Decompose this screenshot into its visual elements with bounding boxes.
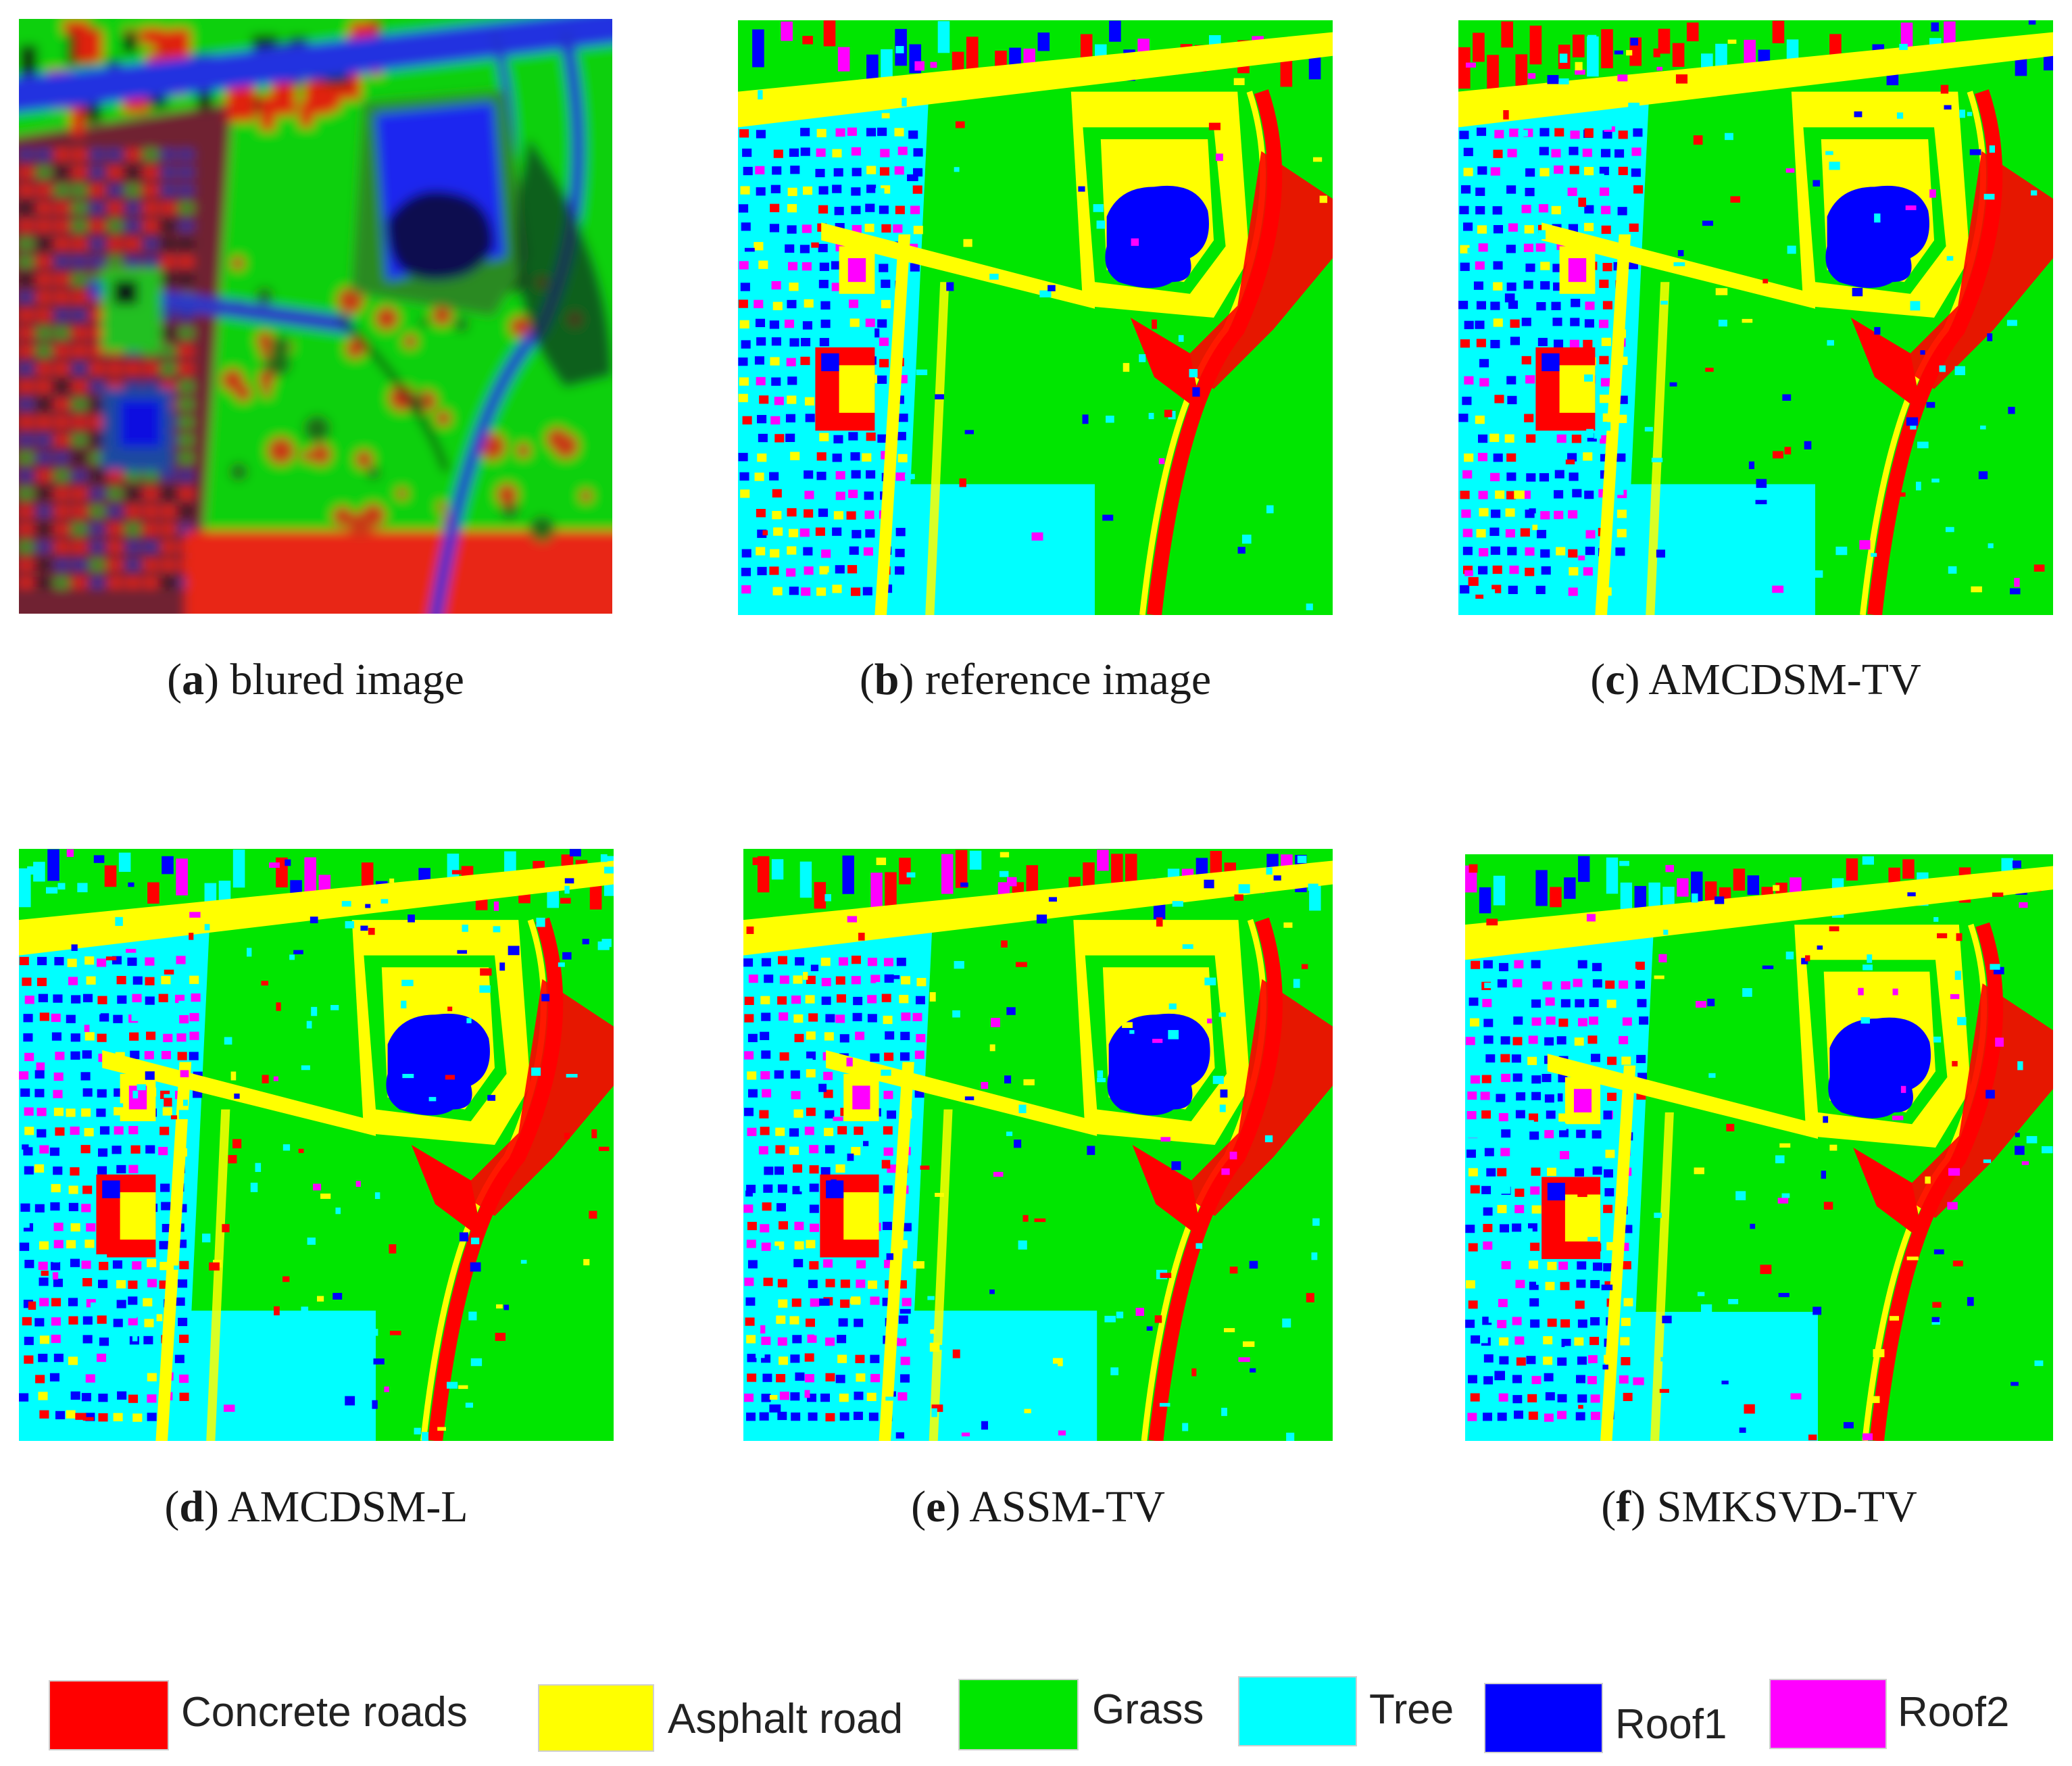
caption-c: (c) AMCDSM-TV xyxy=(1590,655,1921,704)
legend-swatch-grass xyxy=(958,1679,1079,1750)
caption-f: (f) SMKSVD-TV xyxy=(1601,1482,1917,1531)
legend-label-roof1: Roof1 xyxy=(1615,1701,1727,1748)
panel-b-reference-image xyxy=(738,20,1333,615)
panel-d-map xyxy=(19,849,614,1441)
caption-e-letter: e xyxy=(926,1482,946,1531)
caption-d-text: AMCDSM-L xyxy=(227,1482,468,1531)
panel-c-amcdsm-tv xyxy=(1458,20,2053,615)
caption-c-text: AMCDSM-TV xyxy=(1648,655,1921,704)
caption-c-letter: c xyxy=(1605,655,1625,704)
panel-b-map xyxy=(738,20,1333,615)
caption-b-text: reference image xyxy=(925,655,1212,704)
caption-e-text: ASSM-TV xyxy=(969,1482,1165,1531)
legend-label-concrete-roads: Concrete roads xyxy=(181,1689,468,1736)
caption-d-letter: d xyxy=(179,1482,205,1531)
panel-c-map xyxy=(1458,20,2053,615)
panel-d-amcdsm-l xyxy=(19,849,614,1441)
legend-swatch-asphalt-road xyxy=(538,1684,654,1752)
legend-swatch-roof2 xyxy=(1769,1679,1887,1749)
panel-e-assm-tv xyxy=(743,849,1333,1441)
legend-swatch-concrete-roads xyxy=(49,1680,169,1750)
legend: Concrete roads Asphalt road Grass Tree R… xyxy=(0,1669,2072,1766)
panel-f-map xyxy=(1465,854,2053,1441)
legend-label-asphalt-road: Asphalt road xyxy=(668,1696,904,1742)
legend-label-roof2: Roof2 xyxy=(1898,1689,2010,1736)
panel-f-smksvd-tv xyxy=(1465,854,2053,1441)
caption-a: (a) blured image xyxy=(167,655,464,704)
caption-e: (e) ASSM-TV xyxy=(911,1482,1165,1531)
legend-label-tree: Tree xyxy=(1369,1686,1454,1733)
caption-b: (b) reference image xyxy=(859,655,1212,704)
caption-f-letter: f xyxy=(1616,1482,1631,1531)
caption-a-text: blured image xyxy=(230,655,464,704)
legend-label-grass: Grass xyxy=(1092,1686,1204,1733)
legend-swatch-tree xyxy=(1238,1676,1357,1746)
panel-a-blurred-image xyxy=(19,19,612,614)
caption-b-letter: b xyxy=(874,655,899,704)
caption-d: (d) AMCDSM-L xyxy=(164,1482,468,1531)
legend-swatch-roof1 xyxy=(1484,1683,1603,1753)
caption-f-text: SMKSVD-TV xyxy=(1656,1482,1917,1531)
panel-e-map xyxy=(743,849,1333,1441)
caption-a-letter: a xyxy=(182,655,205,704)
panel-a-map xyxy=(19,19,612,614)
